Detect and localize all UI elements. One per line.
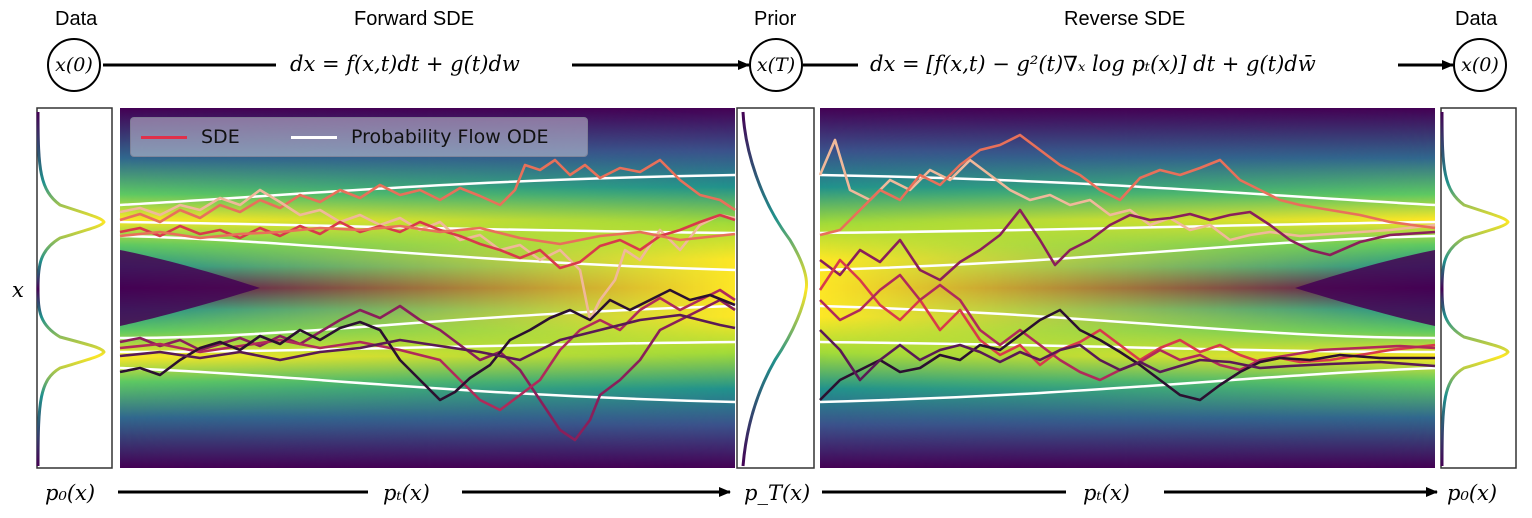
header-prior: Prior [754, 8, 797, 30]
label-pt-forward: pₜ(x) [383, 481, 430, 505]
node-xT: x(T) [749, 38, 803, 92]
node-x0-left: x(0) [47, 38, 101, 92]
legend-label-sde: SDE [201, 126, 240, 148]
legend-line-sde [141, 135, 187, 139]
forward-sde-equation: dx = f(x,t)dt + g(t)dw [290, 52, 520, 76]
header-data-right: Data [1455, 8, 1498, 30]
header-forward-sde: Forward SDE [354, 8, 475, 30]
sde-paths-reverse [818, 133, 1436, 402]
node-x0-right: x(0) [1453, 38, 1507, 92]
prior-density-curve [741, 111, 809, 467]
data-density-curve-right [1440, 111, 1510, 467]
y-axis-label: x [12, 278, 24, 302]
header-data-left: Data [55, 8, 98, 30]
forward-heatmap [120, 108, 735, 468]
prior-density-box [736, 107, 815, 469]
legend-label-ode: Probability Flow ODE [351, 126, 549, 148]
reverse-sde-equation: dx = [f(x,t) − g²(t)∇ₓ log pₜ(x)] dt + g… [870, 52, 1316, 76]
header-reverse-sde: Reverse SDE [1064, 8, 1186, 30]
legend-item-sde: SDE [141, 126, 240, 148]
data-density-box-left [36, 107, 113, 469]
legend-item-ode: Probability Flow ODE [291, 126, 548, 148]
sde-paths-forward [119, 158, 736, 442]
legend: SDE Probability Flow ODE [130, 117, 588, 157]
data-density-curve-left [36, 111, 106, 467]
label-p0-right: p₀(x) [1447, 481, 1498, 505]
data-density-box-right [1440, 107, 1517, 469]
label-p0-left: p₀(x) [45, 481, 96, 505]
label-pT: p_T(x) [744, 481, 811, 505]
legend-line-ode [291, 135, 337, 139]
label-pt-reverse: pₜ(x) [1083, 481, 1130, 505]
reverse-heatmap [820, 108, 1435, 468]
